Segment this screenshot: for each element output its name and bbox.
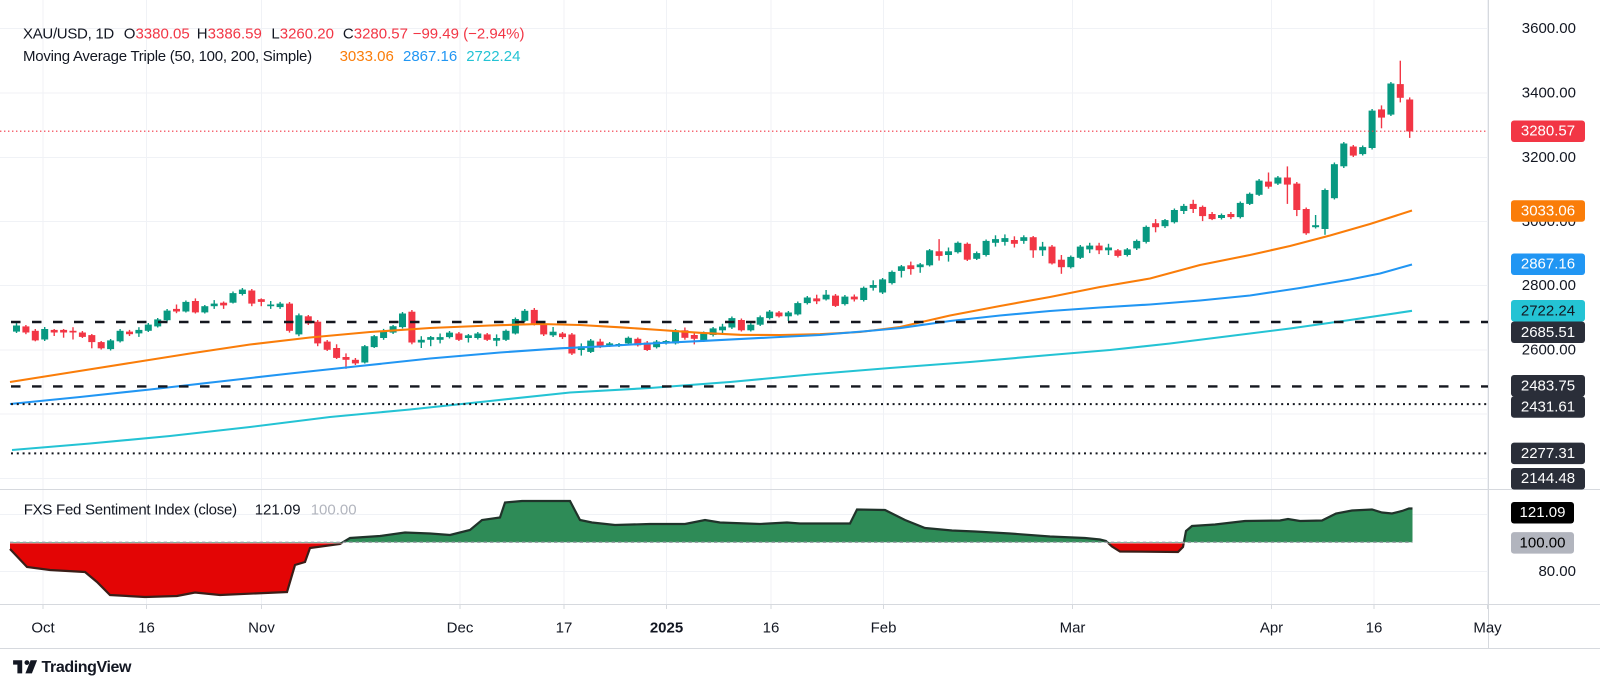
svg-text:Feb: Feb [871,620,897,637]
svg-text:May: May [1473,620,1502,637]
svg-text:16: 16 [763,620,780,637]
svg-text:3200.00: 3200.00 [1522,149,1576,166]
svg-text:Nov: Nov [248,620,275,637]
svg-text:Apr: Apr [1260,620,1283,637]
svg-text:16: 16 [138,620,155,637]
svg-text:2800.00: 2800.00 [1522,277,1576,294]
svg-text:3400.00: 3400.00 [1522,84,1576,101]
svg-text:3600.00: 3600.00 [1522,20,1576,37]
svg-text:2685.51: 2685.51 [1521,324,1575,341]
svg-text:C3280.57: C3280.57 [343,25,408,42]
svg-text:2483.75: 2483.75 [1521,377,1575,394]
svg-text:100.00: 100.00 [1520,534,1566,551]
svg-text:17: 17 [556,620,573,637]
svg-text:TradingView: TradingView [42,659,133,676]
svg-text:2867.16: 2867.16 [1521,256,1575,273]
svg-text:XAU/USD, 1D: XAU/USD, 1D [23,25,114,42]
svg-text:2867.16: 2867.16 [403,48,457,65]
svg-text:O3380.05: O3380.05 [124,25,190,42]
svg-text:L3260.20: L3260.20 [271,25,334,42]
svg-text:100.00: 100.00 [311,501,357,518]
svg-text:H3386.59: H3386.59 [197,25,262,42]
svg-text:Mar: Mar [1060,620,1086,637]
svg-text:121.09: 121.09 [1520,504,1566,521]
svg-text:−99.49 (−2.94%): −99.49 (−2.94%) [413,25,525,42]
svg-text:2600.00: 2600.00 [1522,341,1576,358]
svg-text:2144.48: 2144.48 [1521,470,1575,487]
svg-text:16: 16 [1366,620,1383,637]
svg-text:3033.06: 3033.06 [1521,203,1575,220]
svg-text:2431.61: 2431.61 [1521,399,1575,416]
svg-text:Dec: Dec [447,620,474,637]
svg-text:2025: 2025 [650,620,683,637]
svg-text:2277.31: 2277.31 [1521,445,1575,462]
svg-text:3033.06: 3033.06 [340,48,394,65]
svg-text:Oct: Oct [31,620,55,637]
svg-text:121.09: 121.09 [255,501,301,518]
svg-text:2722.24: 2722.24 [1521,302,1575,319]
svg-text:80.00: 80.00 [1538,563,1576,580]
svg-text:Moving Average Triple (50, 100: Moving Average Triple (50, 100, 200, Sim… [23,48,312,65]
svg-text:2722.24: 2722.24 [466,48,520,65]
svg-text:3280.57: 3280.57 [1521,123,1575,140]
svg-text:FXS Fed Sentiment Index (close: FXS Fed Sentiment Index (close) [24,501,237,518]
